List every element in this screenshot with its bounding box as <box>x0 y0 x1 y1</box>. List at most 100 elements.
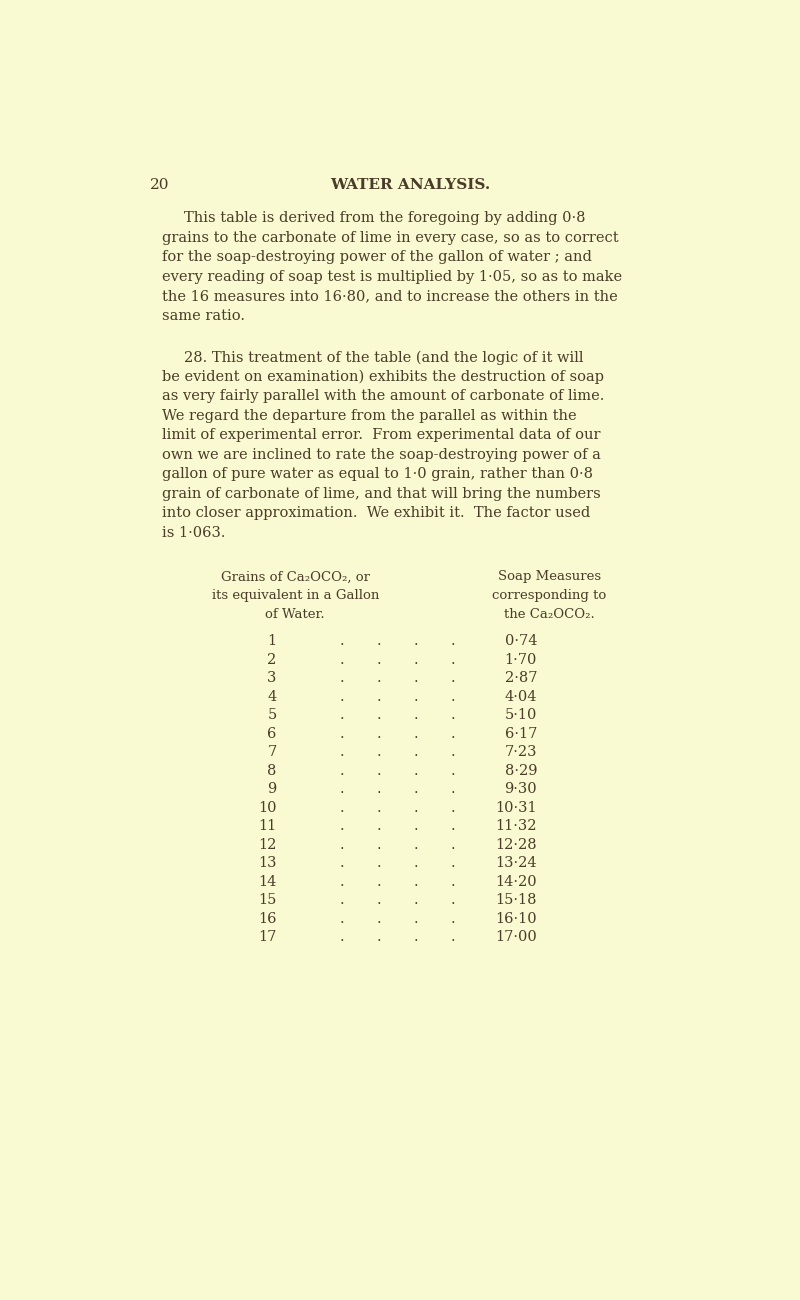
Text: of Water.: of Water. <box>266 607 325 620</box>
Text: .: . <box>377 763 382 777</box>
Text: .: . <box>339 653 344 667</box>
Text: 1·70: 1·70 <box>505 653 537 667</box>
Text: .: . <box>339 634 344 649</box>
Text: .: . <box>339 727 344 741</box>
Text: This table is derived from the foregoing by adding 0·8: This table is derived from the foregoing… <box>184 211 586 225</box>
Text: .: . <box>451 819 456 833</box>
Text: be evident on examination) exhibits the destruction of soap: be evident on examination) exhibits the … <box>162 369 604 384</box>
Text: .: . <box>377 708 382 722</box>
Text: .: . <box>339 819 344 833</box>
Text: 1: 1 <box>267 634 277 649</box>
Text: .: . <box>414 857 418 870</box>
Text: 5: 5 <box>267 708 277 722</box>
Text: .: . <box>414 801 418 815</box>
Text: 4: 4 <box>267 689 277 703</box>
Text: .: . <box>377 671 382 685</box>
Text: grain of carbonate of lime, and that will bring the numbers: grain of carbonate of lime, and that wil… <box>162 486 601 500</box>
Text: 10: 10 <box>258 801 277 815</box>
Text: .: . <box>377 857 382 870</box>
Text: .: . <box>451 931 456 944</box>
Text: corresponding to: corresponding to <box>492 589 606 602</box>
Text: 13·24: 13·24 <box>495 857 537 870</box>
Text: .: . <box>339 837 344 852</box>
Text: .: . <box>414 837 418 852</box>
Text: .: . <box>414 708 418 722</box>
Text: .: . <box>414 763 418 777</box>
Text: .: . <box>414 783 418 796</box>
Text: .: . <box>339 893 344 907</box>
Text: as very fairly parallel with the amount of carbonate of lime.: as very fairly parallel with the amount … <box>162 389 604 403</box>
Text: .: . <box>339 763 344 777</box>
Text: 6·17: 6·17 <box>505 727 537 741</box>
Text: .: . <box>451 634 456 649</box>
Text: .: . <box>451 893 456 907</box>
Text: limit of experimental error.  From experimental data of our: limit of experimental error. From experi… <box>162 428 601 442</box>
Text: .: . <box>414 745 418 759</box>
Text: .: . <box>414 727 418 741</box>
Text: 17·00: 17·00 <box>495 931 537 944</box>
Text: 14: 14 <box>258 875 277 889</box>
Text: own we are inclined to rate the soap-destroying power of a: own we are inclined to rate the soap-des… <box>162 447 601 462</box>
Text: 17: 17 <box>258 931 277 944</box>
Text: .: . <box>451 653 456 667</box>
Text: 8: 8 <box>267 763 277 777</box>
Text: .: . <box>451 783 456 796</box>
Text: the Ca₂OCO₂.: the Ca₂OCO₂. <box>504 607 595 620</box>
Text: gallon of pure water as equal to 1·0 grain, rather than 0·8: gallon of pure water as equal to 1·0 gra… <box>162 467 593 481</box>
Text: its equivalent in a Gallon: its equivalent in a Gallon <box>212 589 379 602</box>
Text: .: . <box>377 931 382 944</box>
Text: 11·32: 11·32 <box>495 819 537 833</box>
Text: .: . <box>339 745 344 759</box>
Text: .: . <box>377 911 382 926</box>
Text: .: . <box>339 911 344 926</box>
Text: the 16 measures into 16·80, and to increase the others in the: the 16 measures into 16·80, and to incre… <box>162 289 618 303</box>
Text: Soap Measures: Soap Measures <box>498 571 601 584</box>
Text: .: . <box>414 653 418 667</box>
Text: 16: 16 <box>258 911 277 926</box>
Text: .: . <box>414 689 418 703</box>
Text: .: . <box>414 931 418 944</box>
Text: 7·23: 7·23 <box>505 745 537 759</box>
Text: .: . <box>339 801 344 815</box>
Text: .: . <box>451 671 456 685</box>
Text: 13: 13 <box>258 857 277 870</box>
Text: .: . <box>339 857 344 870</box>
Text: .: . <box>451 745 456 759</box>
Text: WATER ANALYSIS.: WATER ANALYSIS. <box>330 178 490 192</box>
Text: 12·28: 12·28 <box>495 837 537 852</box>
Text: .: . <box>377 727 382 741</box>
Text: .: . <box>339 689 344 703</box>
Text: 15·18: 15·18 <box>495 893 537 907</box>
Text: 11: 11 <box>258 819 277 833</box>
Text: 7: 7 <box>267 745 277 759</box>
Text: 15: 15 <box>258 893 277 907</box>
Text: .: . <box>377 893 382 907</box>
Text: every reading of soap test is multiplied by 1·05, so as to make: every reading of soap test is multiplied… <box>162 269 622 283</box>
Text: .: . <box>339 708 344 722</box>
Text: into closer approximation.  We exhibit it.  The factor used: into closer approximation. We exhibit it… <box>162 507 590 520</box>
Text: 9·30: 9·30 <box>505 783 537 796</box>
Text: 16·10: 16·10 <box>495 911 537 926</box>
Text: .: . <box>451 708 456 722</box>
Text: .: . <box>451 857 456 870</box>
Text: 28. This treatment of the table (and the logic of it will: 28. This treatment of the table (and the… <box>184 350 583 364</box>
Text: 3: 3 <box>267 671 277 685</box>
Text: 10·31: 10·31 <box>495 801 537 815</box>
Text: .: . <box>451 763 456 777</box>
Text: .: . <box>414 634 418 649</box>
Text: .: . <box>451 837 456 852</box>
Text: 4·04: 4·04 <box>505 689 537 703</box>
Text: .: . <box>377 801 382 815</box>
Text: .: . <box>451 801 456 815</box>
Text: We regard the departure from the parallel as within the: We regard the departure from the paralle… <box>162 408 577 422</box>
Text: 2·87: 2·87 <box>505 671 537 685</box>
Text: 2: 2 <box>267 653 277 667</box>
Text: 0·74: 0·74 <box>505 634 537 649</box>
Text: 12: 12 <box>258 837 277 852</box>
Text: for the soap-destroying power of the gallon of water ; and: for the soap-destroying power of the gal… <box>162 250 592 264</box>
Text: .: . <box>377 653 382 667</box>
Text: grains to the carbonate of lime in every case, so as to correct: grains to the carbonate of lime in every… <box>162 230 618 244</box>
Text: same ratio.: same ratio. <box>162 308 245 322</box>
Text: .: . <box>414 893 418 907</box>
Text: .: . <box>377 819 382 833</box>
